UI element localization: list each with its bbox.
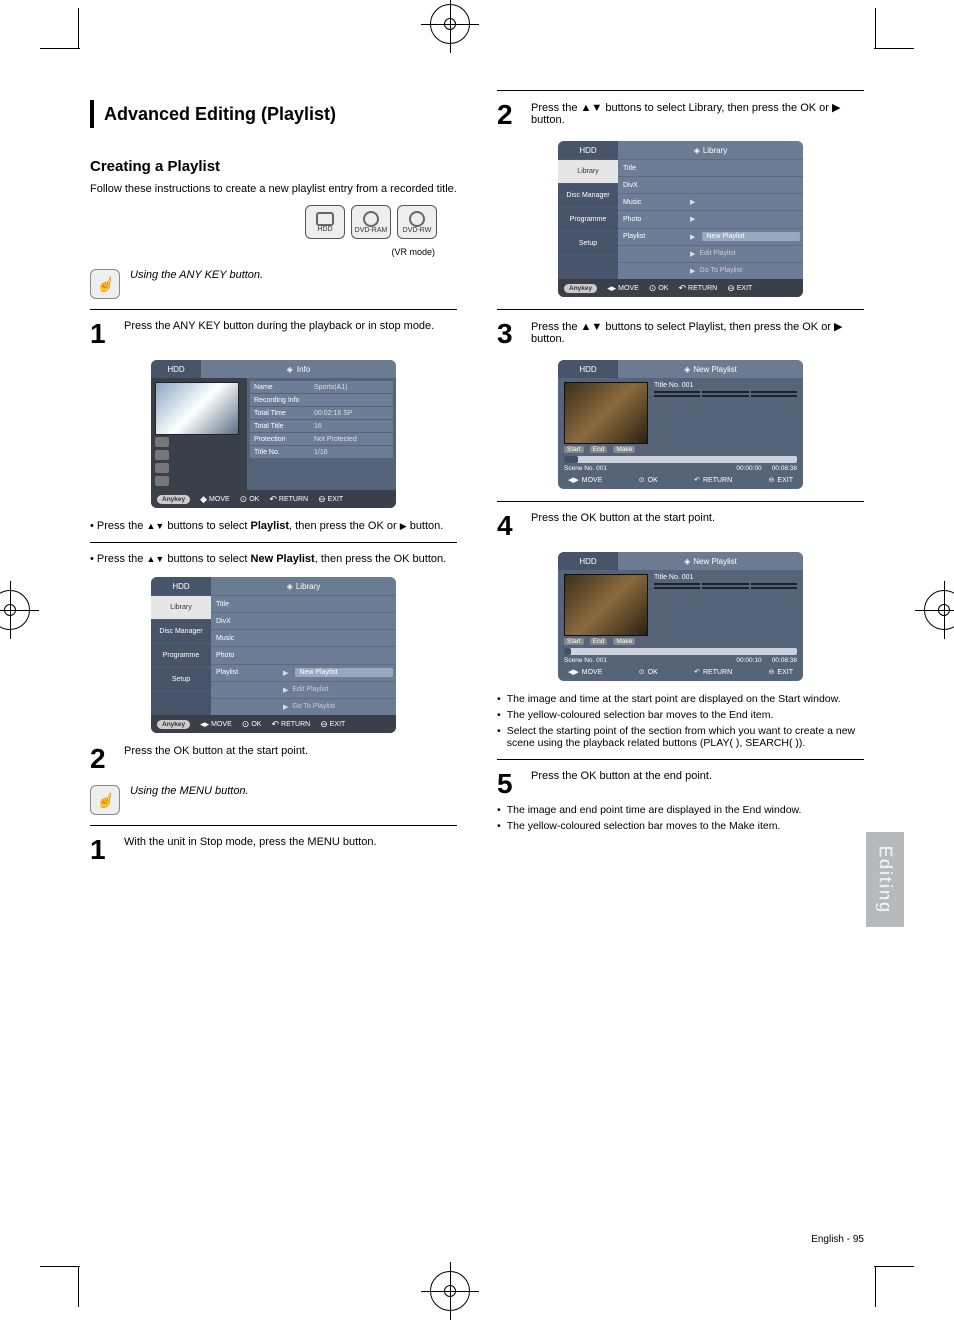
bullet-4c: •Select the starting point of the sectio… <box>497 725 864 749</box>
dvd-rw-icon: DVD-RW <box>397 205 437 239</box>
disc-icons: HDD DVD-RAM DVD-RW <box>90 205 457 239</box>
ui-playlist-a: HDD ◈New Playlist Start End Make <box>558 360 803 489</box>
subsection-title: Creating a Playlist <box>90 158 457 175</box>
ui-info-thumb <box>155 382 239 435</box>
anykey-row-menu: ☝ Using the MENU button. <box>90 785 457 815</box>
right-column: 2 Press the ▲▼ buttons to select Library… <box>497 90 864 870</box>
menu2-row-editplaylist[interactable]: Edit Playlist <box>699 250 803 257</box>
menu-left-discmanager[interactable]: Disc Manager <box>151 619 211 643</box>
menu2-row-gotoplaylist[interactable]: Go To Playlist <box>699 267 803 274</box>
menu2-row-newplaylist[interactable]: New Playlist <box>702 232 800 241</box>
ui-info-hdd: HDD <box>151 360 201 378</box>
ui-menu-b: HDD ◈Library Library Disc Manager Progra… <box>558 141 803 297</box>
ui-menu-a: HDD ◈Library Library Disc Manager Progra… <box>151 577 396 733</box>
bullet-4b: •The yellow-coloured selection bar moves… <box>497 709 864 721</box>
menu2-left-discmanager[interactable]: Disc Manager <box>558 183 618 207</box>
bullet-4a: •The image and time at the start point a… <box>497 693 864 705</box>
step-r4: 4 Press the OK button at the start point… <box>497 512 864 540</box>
menu-row-title[interactable]: Title <box>211 601 283 608</box>
anykey-row: ☝ Using the ANY KEY button. <box>90 269 457 299</box>
menu2-row-music[interactable]: Music <box>618 199 690 206</box>
left-column: Advanced Editing (Playlist) Creating a P… <box>90 90 457 870</box>
section-title: Advanced Editing (Playlist) <box>90 100 457 128</box>
menu-left-programme[interactable]: Programme <box>151 643 211 667</box>
menu2-left-setup[interactable]: Setup <box>558 231 618 255</box>
ui-playlist-b: HDD ◈New Playlist Start End Make <box>558 552 803 681</box>
pl-start-cell <box>654 583 700 585</box>
step-2b: 1 With the unit in Stop mode, press the … <box>90 836 457 864</box>
anykey-text: Using the ANY KEY button. <box>130 269 263 281</box>
step-r5: 5 Press the OK button at the end point. <box>497 770 864 798</box>
page: Advanced Editing (Playlist) Creating a P… <box>60 60 894 1255</box>
menu-row-divx[interactable]: DivX <box>211 618 283 625</box>
step-2: 2 Press the OK button at the start point… <box>90 745 457 773</box>
ui-info-title: Info <box>297 365 310 374</box>
substep-1b: • Press the ▲▼ buttons to select New Pla… <box>90 553 457 565</box>
menu-left-library[interactable]: Library <box>151 595 211 619</box>
dvd-ram-icon: DVD-RAM <box>351 205 391 239</box>
step-r2: 2 Press the ▲▼ buttons to select Library… <box>497 101 864 129</box>
anykey-icon: ☝ <box>90 269 120 299</box>
playlist-main-thumb-2 <box>564 574 648 636</box>
menu-row-gotoplaylist[interactable]: Go To Playlist <box>292 703 396 710</box>
hdd-icon: HDD <box>305 205 345 239</box>
menu2-left-library[interactable]: Library <box>558 159 618 183</box>
menu-row-newplaylist[interactable]: New Playlist <box>295 668 393 677</box>
bullet-5a: •The image and end point time are displa… <box>497 804 864 816</box>
step-r3: 3 Press the ▲▼ buttons to select Playlis… <box>497 320 864 348</box>
menu-left-setup[interactable]: Setup <box>151 667 211 691</box>
menu-row-photo[interactable]: Photo <box>211 652 283 659</box>
side-tab: Editing <box>866 832 904 927</box>
pl-empty-cell <box>654 391 700 393</box>
menu-row-editplaylist[interactable]: Edit Playlist <box>292 686 396 693</box>
page-number: English - 95 <box>811 1234 864 1245</box>
vr-note: (VR mode) <box>90 247 457 257</box>
intro-text: Follow these instructions to create a ne… <box>90 183 457 195</box>
menu-row-playlist[interactable]: Playlist <box>211 669 283 676</box>
menu2-row-title[interactable]: Title <box>618 165 690 172</box>
menu-btn-text: Using the MENU button. <box>130 785 249 797</box>
section-title-text: Advanced Editing (Playlist) <box>104 104 336 125</box>
menu2-left-programme[interactable]: Programme <box>558 207 618 231</box>
menu2-row-playlist[interactable]: Playlist <box>618 233 690 240</box>
menu-row-music[interactable]: Music <box>211 635 283 642</box>
substep-1a: • Press the ▲▼ buttons to select Playlis… <box>90 520 457 532</box>
ui-info-box: HDD ◈ Info NameSports(A1) Recording Info <box>151 360 396 508</box>
playlist-main-thumb <box>564 382 648 444</box>
step-1: 1 Press the ANY KEY button during the pl… <box>90 320 457 348</box>
menu2-row-divx[interactable]: DivX <box>618 182 690 189</box>
bullet-5b: •The yellow-coloured selection bar moves… <box>497 820 864 832</box>
menu-btn-icon: ☝ <box>90 785 120 815</box>
menu2-row-photo[interactable]: Photo <box>618 216 690 223</box>
